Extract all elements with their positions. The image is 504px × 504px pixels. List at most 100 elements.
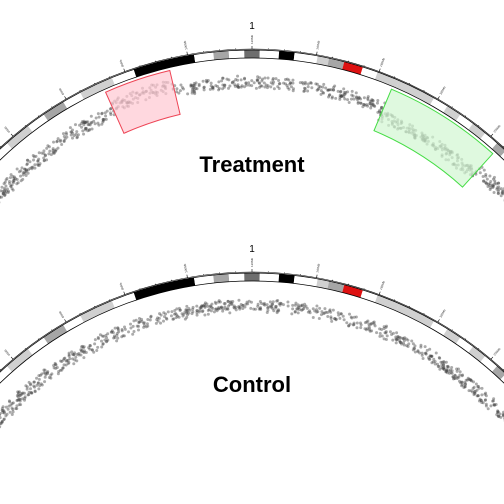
control-data-point bbox=[116, 336, 120, 340]
treatment-data-point bbox=[227, 86, 230, 90]
control-tick-label: 140Mb bbox=[315, 263, 321, 273]
control-data-point bbox=[216, 307, 220, 311]
treatment-data-point bbox=[350, 93, 354, 97]
control-data-point bbox=[116, 327, 120, 330]
treatment-data-point bbox=[42, 156, 46, 160]
control-data-point bbox=[384, 338, 388, 342]
control-data-point bbox=[214, 302, 218, 306]
control-data-point bbox=[195, 304, 199, 308]
treatment-data-point bbox=[271, 76, 275, 80]
control-data-point bbox=[301, 308, 305, 312]
control-data-point bbox=[49, 376, 53, 380]
control-data-point bbox=[233, 306, 237, 310]
control-data-point bbox=[214, 307, 218, 311]
control-data-point bbox=[197, 310, 201, 314]
treatment-data-point bbox=[223, 83, 227, 87]
treatment-data-point bbox=[497, 181, 501, 185]
control-data-point bbox=[355, 321, 359, 325]
control-data-point bbox=[295, 307, 299, 311]
treatment-data-point bbox=[177, 91, 181, 95]
treatment-major-tick bbox=[437, 96, 440, 100]
treatment-data-point bbox=[33, 163, 37, 167]
treatment-data-point bbox=[365, 103, 369, 107]
control-data-point bbox=[33, 389, 37, 393]
control-data-point bbox=[403, 336, 407, 340]
control-chromosome-label: 1 bbox=[249, 244, 255, 255]
control-data-point bbox=[467, 389, 471, 393]
control-data-point bbox=[52, 366, 56, 370]
treatment-data-point bbox=[12, 180, 16, 184]
treatment-data-point bbox=[493, 181, 497, 185]
treatment-chromosome-band bbox=[430, 97, 448, 113]
control-data-point bbox=[200, 304, 204, 308]
control-data-point bbox=[476, 384, 480, 388]
control-data-point bbox=[331, 308, 335, 312]
control-data-point bbox=[178, 308, 182, 312]
control-data-point bbox=[0, 416, 2, 420]
control-data-point bbox=[225, 307, 229, 311]
control-data-point bbox=[206, 312, 210, 316]
control-data-point bbox=[172, 317, 176, 321]
control-data-point bbox=[21, 397, 25, 401]
control-data-point bbox=[237, 306, 241, 310]
treatment-data-point bbox=[354, 91, 358, 95]
treatment-data-point bbox=[322, 82, 326, 86]
control-data-point bbox=[463, 385, 467, 389]
control-data-point bbox=[27, 393, 31, 397]
control-data-point bbox=[440, 360, 444, 364]
treatment-data-point bbox=[62, 140, 66, 144]
treatment-data-point bbox=[54, 148, 58, 152]
treatment-data-point bbox=[318, 85, 322, 89]
control-data-point bbox=[180, 312, 184, 316]
control-chromosome-band bbox=[63, 315, 84, 332]
treatment-data-point bbox=[327, 88, 331, 92]
control-data-point bbox=[382, 327, 386, 331]
control-data-point bbox=[135, 324, 139, 328]
treatment-chromosome-band bbox=[500, 152, 504, 161]
treatment-data-point bbox=[26, 168, 30, 172]
control-data-point bbox=[413, 350, 417, 354]
treatment-data-point bbox=[83, 120, 87, 124]
treatment-data-point bbox=[260, 77, 264, 81]
treatment-data-point bbox=[240, 84, 244, 88]
treatment-data-point bbox=[483, 180, 487, 184]
treatment-data-point bbox=[368, 100, 372, 104]
control-data-point bbox=[259, 307, 263, 311]
control-data-point bbox=[30, 391, 34, 395]
treatment-data-point bbox=[234, 78, 238, 82]
control-data-point bbox=[348, 312, 352, 316]
treatment-data-point bbox=[75, 136, 79, 140]
control-data-point bbox=[110, 329, 114, 333]
treatment-chromosome-ideogram bbox=[0, 49, 504, 161]
control-data-point bbox=[207, 307, 211, 311]
control-data-point bbox=[42, 368, 46, 372]
treatment-data-point bbox=[1, 189, 5, 193]
treatment-data-point bbox=[191, 84, 195, 88]
control-data-point bbox=[398, 340, 402, 344]
control-data-point bbox=[5, 412, 9, 416]
control-data-point bbox=[472, 385, 476, 389]
control-data-point bbox=[217, 305, 221, 309]
control-data-point bbox=[464, 382, 468, 386]
treatment-axis-line bbox=[0, 48, 504, 149]
treatment-data-point bbox=[484, 174, 488, 178]
control-data-point bbox=[347, 324, 351, 328]
control-data-point bbox=[427, 357, 431, 361]
treatment-data-point bbox=[216, 84, 220, 88]
control-data-point bbox=[484, 398, 488, 402]
treatment-data-point bbox=[7, 180, 11, 183]
control-data-point bbox=[0, 413, 1, 417]
control-data-point bbox=[140, 317, 144, 321]
treatment-chromosome-band bbox=[244, 49, 260, 59]
treatment-data-point bbox=[379, 107, 383, 111]
control-data-point bbox=[442, 367, 446, 371]
control-data-point bbox=[367, 322, 371, 326]
treatment-data-point bbox=[306, 89, 310, 93]
control-data-point bbox=[20, 392, 24, 396]
treatment-data-point bbox=[315, 82, 319, 86]
control-data-point bbox=[279, 302, 283, 306]
treatment-data-point bbox=[355, 98, 359, 102]
control-data-point bbox=[104, 336, 108, 340]
treatment-data-point bbox=[243, 77, 247, 81]
treatment-data-point bbox=[4, 184, 8, 188]
